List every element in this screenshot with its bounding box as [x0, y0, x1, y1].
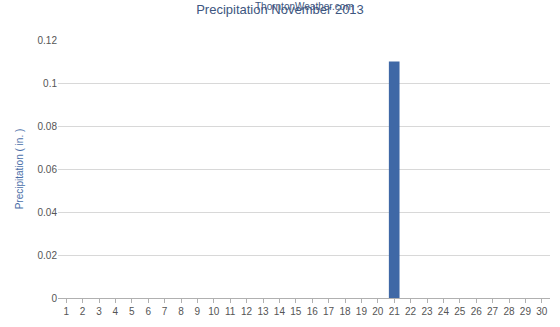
svg-text:30: 30 — [536, 306, 548, 317]
svg-text:22: 22 — [405, 306, 417, 317]
svg-text:6: 6 — [145, 306, 151, 317]
svg-text:8: 8 — [178, 306, 184, 317]
svg-text:4: 4 — [113, 306, 119, 317]
svg-text:0.1: 0.1 — [43, 78, 57, 89]
svg-text:19: 19 — [356, 306, 368, 317]
svg-text:0: 0 — [51, 293, 57, 304]
svg-text:13: 13 — [257, 306, 269, 317]
svg-text:25: 25 — [454, 306, 466, 317]
svg-text:26: 26 — [471, 306, 483, 317]
svg-text:29: 29 — [520, 306, 532, 317]
svg-text:12: 12 — [241, 306, 253, 317]
svg-text:0.02: 0.02 — [38, 250, 58, 261]
svg-text:11: 11 — [225, 306, 236, 317]
svg-text:16: 16 — [307, 306, 319, 317]
svg-text:27: 27 — [487, 306, 499, 317]
svg-text:14: 14 — [274, 306, 286, 317]
svg-text:21: 21 — [389, 306, 401, 317]
svg-text:0.06: 0.06 — [38, 164, 58, 175]
svg-text:17: 17 — [323, 306, 335, 317]
svg-text:ThorntonWeather.com: ThorntonWeather.com — [255, 1, 354, 12]
svg-text:0.08: 0.08 — [38, 121, 58, 132]
svg-text:9: 9 — [195, 306, 201, 317]
svg-text:3: 3 — [96, 306, 102, 317]
svg-text:23: 23 — [421, 306, 433, 317]
svg-text:24: 24 — [438, 306, 450, 317]
svg-text:15: 15 — [290, 306, 302, 317]
svg-text:0.04: 0.04 — [38, 207, 58, 218]
svg-text:Precipitation ( in. ): Precipitation ( in. ) — [14, 129, 25, 210]
svg-text:18: 18 — [339, 306, 351, 317]
svg-text:10: 10 — [208, 306, 220, 317]
svg-text:0.12: 0.12 — [38, 35, 58, 46]
svg-text:28: 28 — [503, 306, 515, 317]
svg-text:5: 5 — [129, 306, 135, 317]
svg-text:1: 1 — [63, 306, 69, 317]
svg-text:7: 7 — [162, 306, 168, 317]
svg-text:Precipitation November 2013: Precipitation November 2013 — [196, 2, 364, 17]
svg-text:20: 20 — [372, 306, 384, 317]
svg-text:2: 2 — [80, 306, 86, 317]
